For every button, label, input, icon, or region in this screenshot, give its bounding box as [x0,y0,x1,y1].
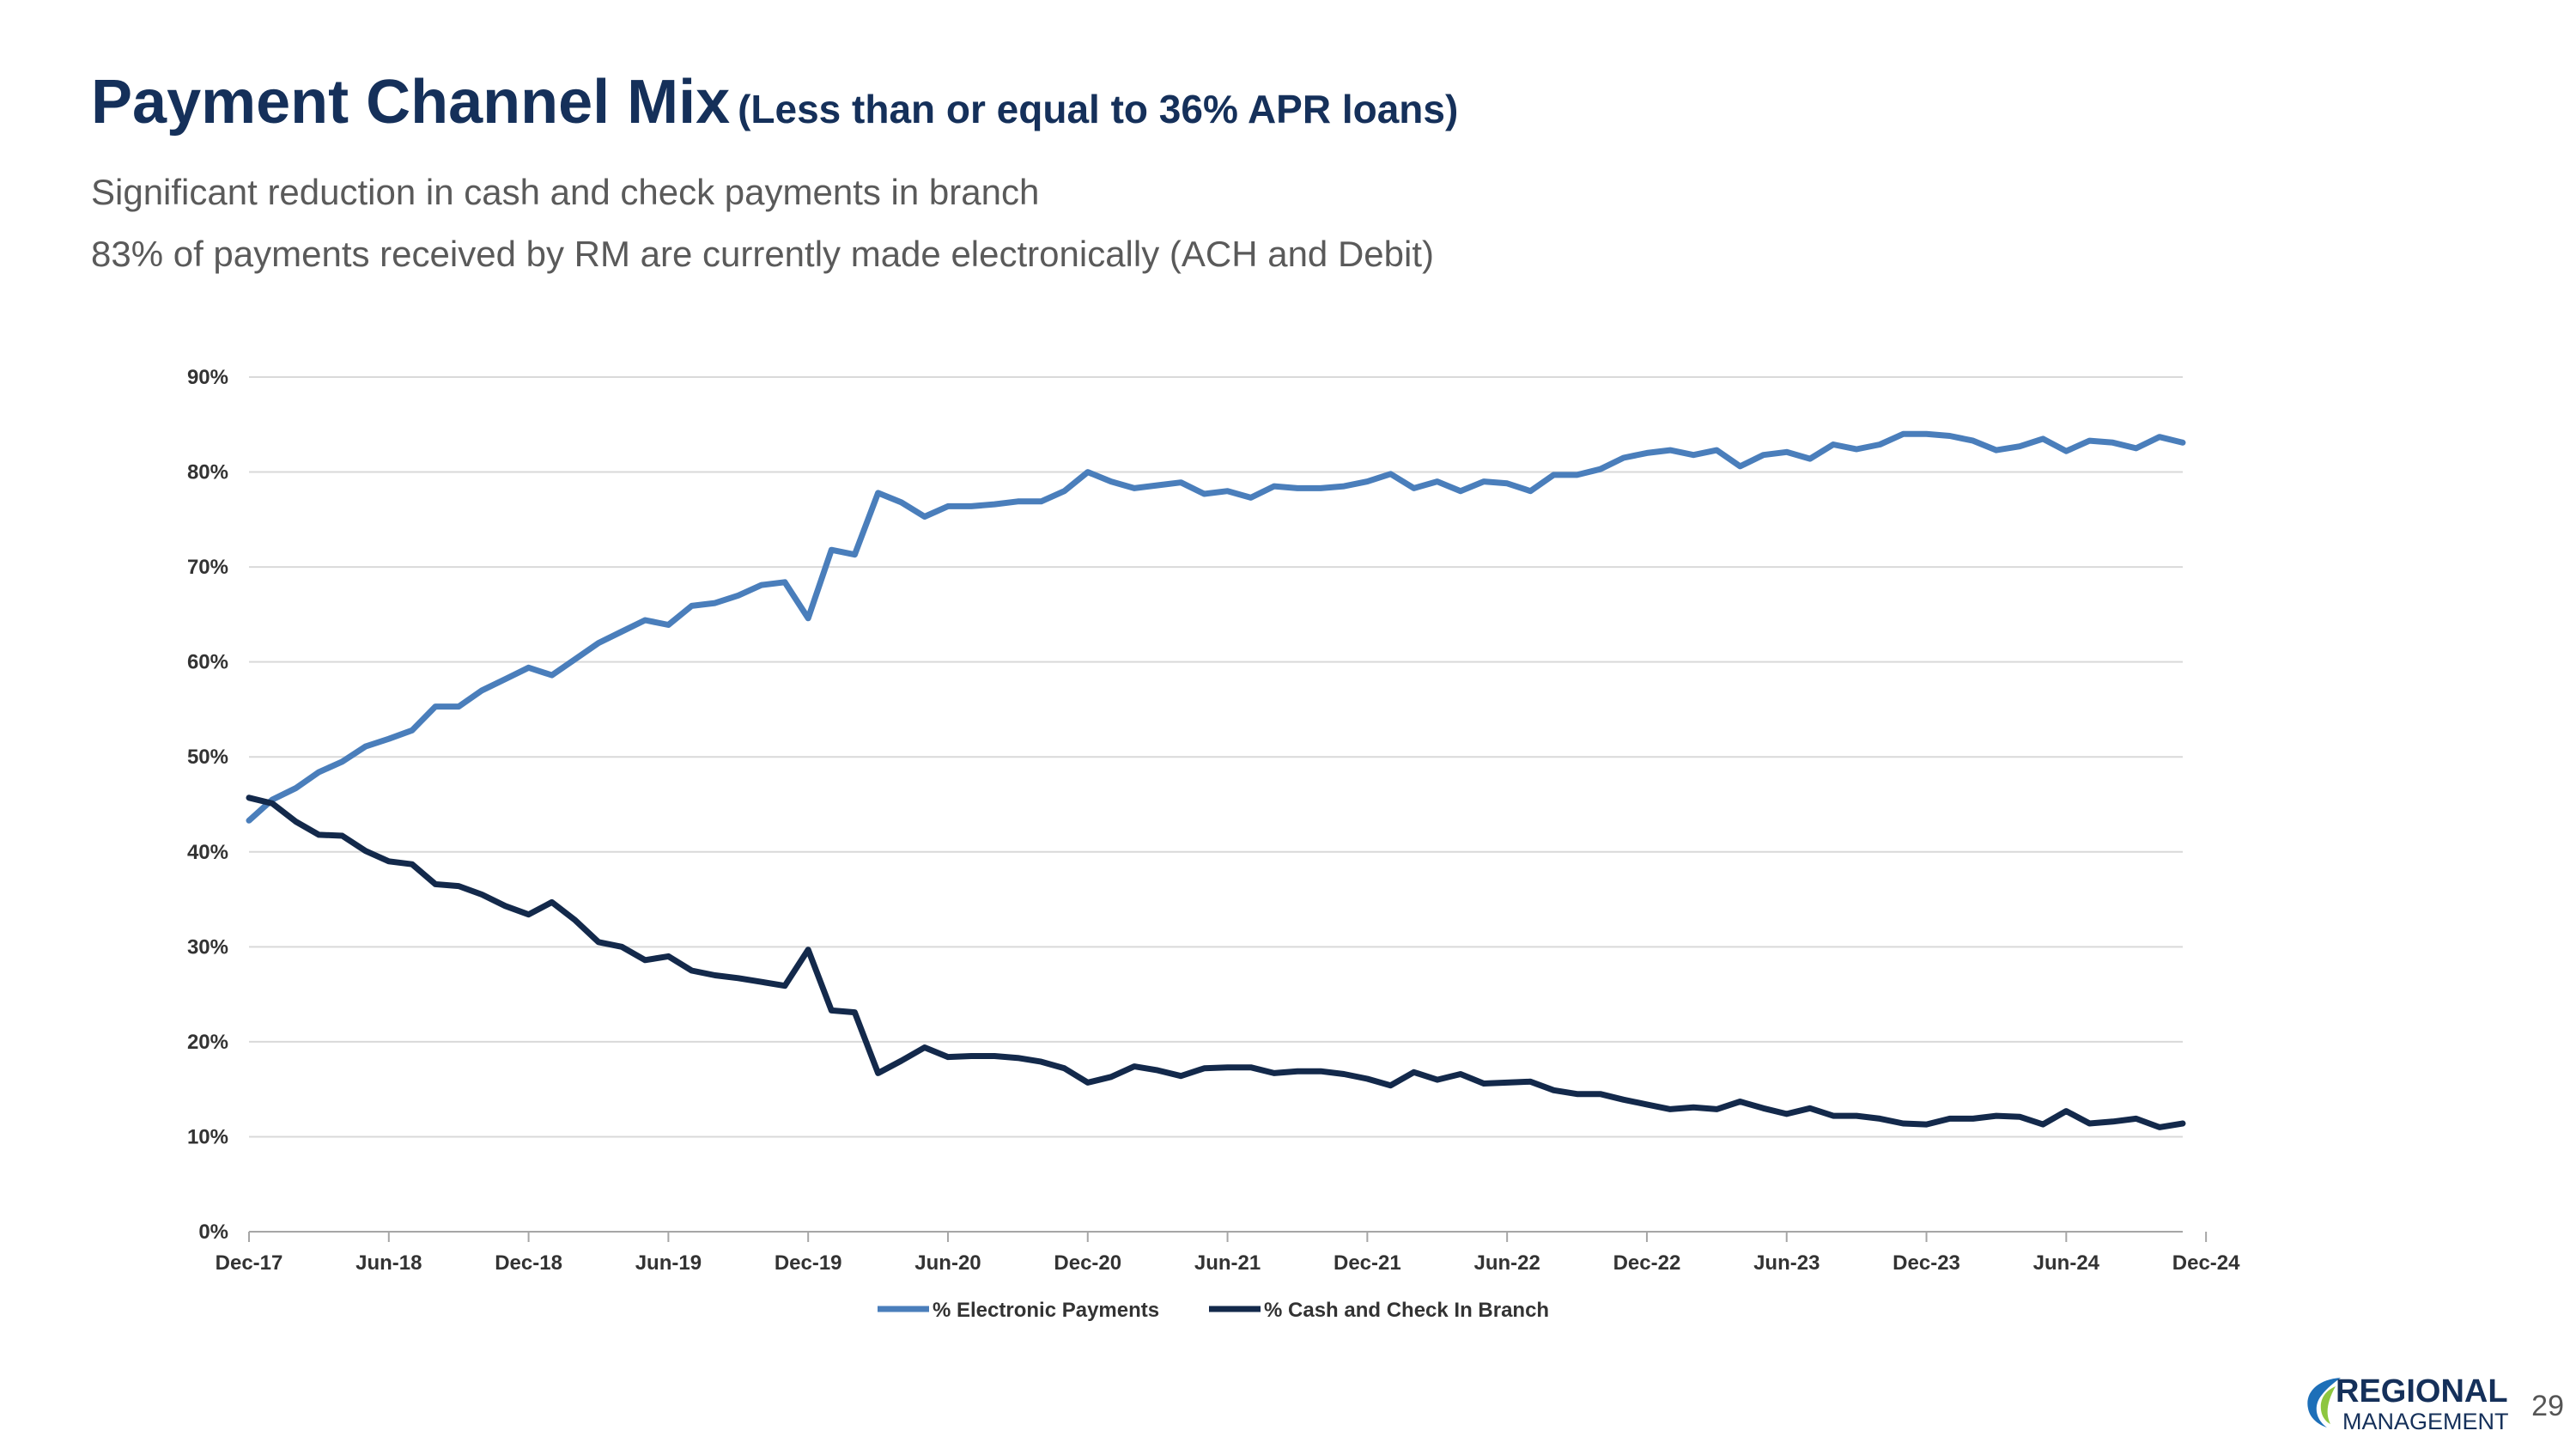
logo-swoosh-accent-icon [2320,1386,2336,1424]
x-tick-label: Jun-20 [914,1251,981,1275]
x-tick-label: Jun-19 [635,1251,702,1275]
logo-swoosh-icon [2307,1378,2341,1428]
x-tick-label: Jun-22 [1473,1251,1540,1275]
series-electronic-payments-line [246,430,2186,824]
logo-line-1: REGIONAL [2336,1373,2508,1409]
x-tick-label: Jun-18 [355,1251,422,1275]
series-cash-check-line [246,795,2186,1130]
x-tick-label: Dec-19 [775,1251,842,1275]
y-tick-label: 10% [187,1125,228,1148]
legend-label: % Electronic Payments [933,1299,1159,1322]
y-tick-label: 60% [187,651,228,674]
subtitle-line-1: Significant reduction in cash and check … [91,172,1040,212]
x-tick-label: Jun-24 [2033,1251,2100,1275]
page-title: Payment Channel Mix (Less than or equal … [91,67,1458,137]
x-tick-label: Dec-22 [1613,1251,1681,1275]
x-tick-label: Jun-21 [1194,1251,1261,1275]
y-tick-label: 80% [187,461,228,484]
y-tick-label: 90% [187,366,228,389]
legend-label: % Cash and Check In Branch [1264,1299,1549,1322]
y-tick-label: 30% [187,935,228,959]
y-tick-label: 40% [187,841,228,864]
title-main: Payment Channel Mix [91,68,731,137]
regional-management-logo: REGIONAL MANAGEMENT [2307,1373,2509,1433]
x-tick-label: Dec-17 [216,1251,283,1275]
logo-line-2: MANAGEMENT [2342,1409,2509,1433]
y-tick-label: 0% [198,1221,228,1244]
x-tick-label: Dec-23 [1893,1251,1960,1275]
x-tick-label: Dec-18 [495,1251,562,1275]
title-qualifier: (Less than or equal to 36% APR loans) [738,87,1459,131]
x-tick-label: Dec-20 [1054,1251,1121,1275]
y-tick-label: 20% [187,1031,228,1054]
x-tick-label: Jun-23 [1753,1251,1820,1275]
page-number: 29 [2531,1390,2564,1422]
x-tick-label: Dec-21 [1334,1251,1401,1275]
y-tick-label: 70% [187,556,228,579]
x-tick-label: Dec-24 [2172,1251,2240,1275]
y-tick-label: 50% [187,746,228,769]
subtitle-line-2: 83% of payments received by RM are curre… [91,234,1434,274]
